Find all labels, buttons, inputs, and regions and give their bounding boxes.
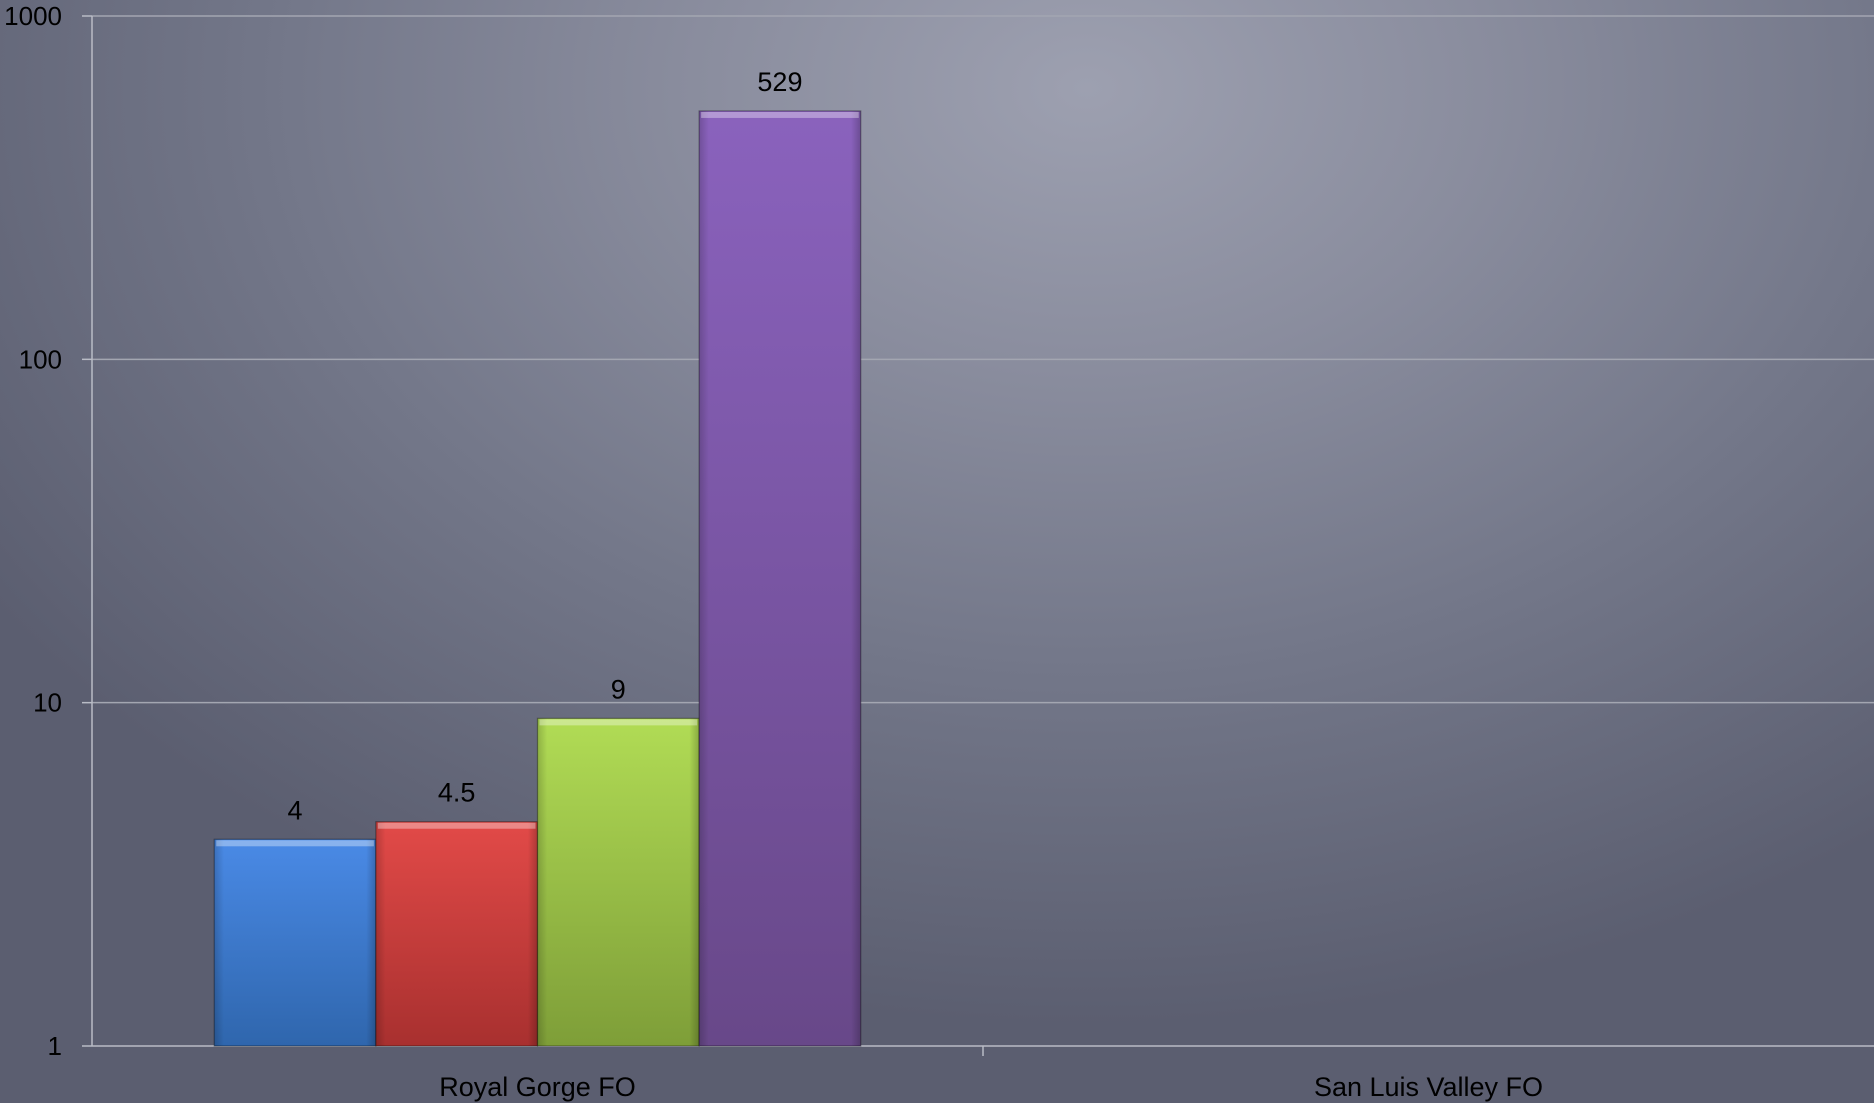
bar-value-label: 529 [757,67,802,97]
bars [213,110,862,1047]
x-category-label: San Luis Valley FO [1314,1072,1543,1102]
bar-value-label: 9 [611,674,626,704]
bar-top-highlight [539,719,698,726]
axes: 1 10 100 1000 Royal Gorge FO San Luis Valley … [4,1,1874,1102]
bar-top-highlight [216,840,374,847]
gridlines [92,15,1874,704]
bar-2 [375,821,539,1047]
data-labels: 4 4.5 9 529 [288,67,803,825]
bar-4 [698,110,862,1047]
bar-top-highlight [377,822,536,829]
y-tick-label: 1000 [4,1,62,31]
y-tick-label: 1 [48,1031,62,1061]
bar-bevel [375,821,538,1046]
bar-bevel [537,718,700,1046]
x-category-label: Royal Gorge FO [439,1072,636,1102]
bar-3 [536,717,700,1047]
bar-1 [213,838,377,1047]
y-tick-label: 10 [33,688,62,718]
bar-value-label: 4 [288,795,303,825]
y-tick-label: 100 [19,344,62,374]
bar-bevel [214,839,376,1046]
bar-bevel [699,110,861,1046]
bar-top-highlight [701,111,859,118]
bar-value-label: 4.5 [438,778,476,808]
